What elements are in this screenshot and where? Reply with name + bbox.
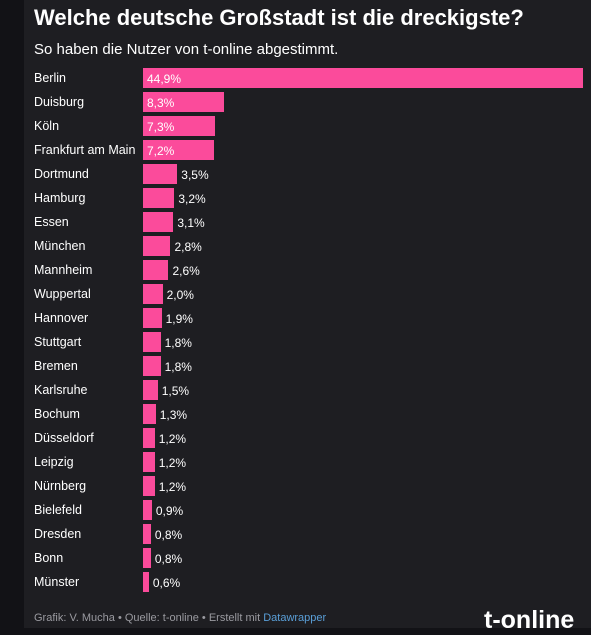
bar bbox=[143, 404, 156, 424]
bar bbox=[143, 452, 155, 472]
category-label: Dresden bbox=[34, 527, 82, 541]
category-label: Mannheim bbox=[34, 263, 93, 277]
value-label: 3,2% bbox=[178, 192, 206, 206]
bar bbox=[143, 140, 214, 160]
value-label: 0,9% bbox=[155, 504, 184, 518]
category-label: Bonn bbox=[34, 551, 64, 565]
category-label: Leipzig bbox=[34, 455, 74, 469]
category-label: Nürnberg bbox=[34, 479, 87, 493]
category-label: Dortmund bbox=[34, 167, 89, 181]
bar bbox=[143, 500, 152, 520]
value-label: 2,8% bbox=[174, 240, 202, 254]
bar bbox=[143, 212, 174, 232]
category-label: Bochum bbox=[34, 407, 80, 421]
value-label: 44,9% bbox=[147, 72, 182, 86]
category-label: Stuttgart bbox=[34, 335, 82, 349]
bar bbox=[143, 236, 171, 256]
bar bbox=[143, 92, 225, 112]
category-label: Berlin bbox=[34, 71, 66, 85]
category-label: Münster bbox=[34, 575, 80, 589]
value-label: 1,8% bbox=[164, 360, 192, 374]
value-label: 0,8% bbox=[154, 528, 183, 542]
value-label: 1,5% bbox=[161, 384, 190, 398]
category-label: Köln bbox=[34, 119, 60, 133]
bar bbox=[143, 284, 163, 304]
value-label: 2,6% bbox=[172, 264, 200, 278]
bar bbox=[143, 332, 161, 352]
value-label: 1,2% bbox=[158, 456, 187, 470]
footer-credits: Grafik: V. Mucha • Quelle: t-online • Er… bbox=[34, 612, 264, 624]
category-label: Duisburg bbox=[34, 95, 85, 109]
value-label: 1,3% bbox=[159, 408, 188, 422]
category-label: Frankfurt am Main bbox=[34, 143, 136, 157]
category-label: Düsseldorf bbox=[34, 431, 94, 445]
category-label: Hannover bbox=[34, 311, 89, 325]
category-label: Wuppertal bbox=[34, 287, 91, 301]
bar bbox=[143, 116, 215, 136]
value-label: 3,5% bbox=[181, 168, 209, 182]
category-label: Bielefeld bbox=[34, 503, 82, 517]
category-label: Hamburg bbox=[34, 191, 86, 205]
datawrapper-link[interactable]: Datawrapper bbox=[263, 612, 327, 624]
category-label: Bremen bbox=[34, 359, 78, 373]
t-online-logo: t-online bbox=[484, 606, 575, 634]
bar bbox=[143, 356, 161, 376]
bar bbox=[143, 308, 162, 328]
category-label: München bbox=[34, 239, 86, 253]
bar bbox=[143, 164, 178, 184]
category-label: Karlsruhe bbox=[34, 383, 88, 397]
bar bbox=[143, 524, 151, 544]
value-label: 7,2% bbox=[147, 144, 175, 158]
bar bbox=[143, 188, 175, 208]
chart-panel bbox=[24, 0, 591, 628]
value-label: 8,3% bbox=[147, 96, 175, 110]
value-label: 7,3% bbox=[147, 120, 175, 134]
chart-title: Welche deutsche Großstadt ist die drecki… bbox=[34, 5, 524, 30]
chart-subtitle: So haben die Nutzer von t-online abgesti… bbox=[34, 41, 339, 58]
value-label: 3,1% bbox=[177, 216, 205, 230]
value-label: 1,2% bbox=[158, 432, 187, 446]
value-label: 1,9% bbox=[165, 312, 193, 326]
bar bbox=[143, 572, 149, 592]
value-label: 2,0% bbox=[166, 288, 194, 302]
bar bbox=[143, 476, 155, 496]
value-label: 0,8% bbox=[154, 552, 183, 566]
bar bbox=[143, 428, 155, 448]
value-label: 1,2% bbox=[158, 480, 187, 494]
chart-footer: Grafik: V. Mucha • Quelle: t-online • Er… bbox=[34, 612, 326, 624]
value-label: 0,6% bbox=[152, 576, 181, 590]
bar bbox=[143, 260, 169, 280]
category-label: Essen bbox=[34, 215, 69, 229]
bar bbox=[143, 380, 158, 400]
value-label: 1,8% bbox=[164, 336, 192, 350]
bar bbox=[143, 548, 151, 568]
bar bbox=[143, 68, 583, 88]
